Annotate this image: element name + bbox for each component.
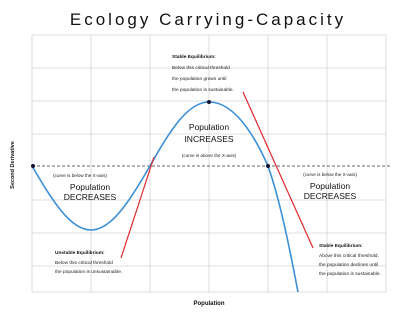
y-axis-label: Second Derivative <box>10 141 16 189</box>
point <box>207 100 211 104</box>
region-label: Population <box>70 182 110 192</box>
annotation-line: the population is unsustainable. <box>55 269 122 275</box>
point <box>266 164 270 168</box>
region-label: INCREASES <box>184 134 233 144</box>
title: Ecology Carrying-Capacity <box>70 10 346 29</box>
region-label: DECREASES <box>304 191 357 201</box>
region-note: (curve is below the X-axis) <box>303 172 357 177</box>
annotation-line: the population declines until <box>319 262 378 268</box>
x-axis-label: Population <box>194 301 225 307</box>
region-label: Population <box>310 181 350 191</box>
tangent-line <box>242 91 314 249</box>
annotation-line: the population grows until <box>172 76 226 82</box>
annotation-line: Above this critical threshold, <box>319 253 379 259</box>
point <box>31 164 35 168</box>
annotation-heading: Unstable Equilibrium: <box>55 250 105 256</box>
annotation-line: Below this critical threshold <box>55 260 113 266</box>
annotation-heading: Stable Equilibrium: <box>172 54 216 60</box>
grid <box>31 34 387 293</box>
region-note: (curve is above the X-axis) <box>182 153 237 158</box>
region-label: Population <box>189 122 229 132</box>
annotation-line: the population is sustainable. <box>172 87 234 93</box>
annotation-line: the population is sustainable. <box>319 271 381 277</box>
annotation-heading: Stable Equilibrium: <box>319 243 363 249</box>
region-label: DECREASES <box>64 192 117 202</box>
tangent-line <box>120 156 155 259</box>
annotation-line: Below this critical threshold <box>172 65 230 71</box>
curve <box>31 101 299 292</box>
region-note: (curve is below the X-axis) <box>53 173 107 178</box>
